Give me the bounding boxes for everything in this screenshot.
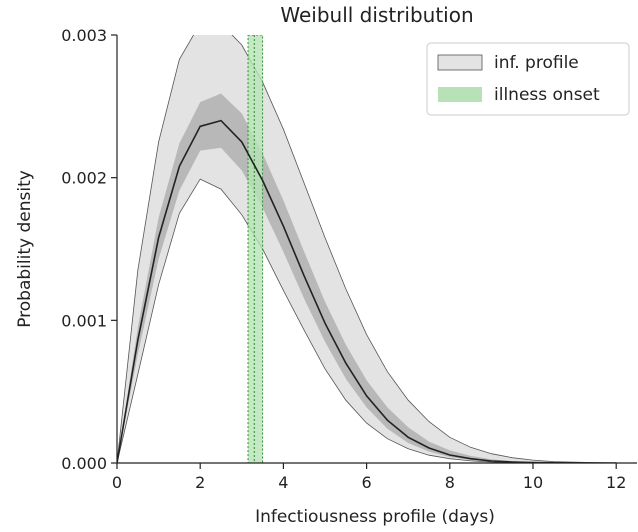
x-tick-label: 0: [112, 473, 122, 492]
x-axis-ticks: 0 2 4 6 8 10 12: [112, 463, 626, 492]
legend-label-illness-onset: illness onset: [494, 85, 600, 105]
inner-credible-band: [117, 93, 617, 463]
y-tick-label: 0.003: [61, 26, 107, 45]
legend-swatch-illness-onset: [438, 87, 482, 102]
x-tick-label: 8: [445, 473, 455, 492]
y-tick-label: 0.002: [61, 169, 107, 188]
y-axis-ticks: 0.000 0.001 0.002 0.003: [61, 26, 117, 473]
x-tick-label: 4: [278, 473, 288, 492]
legend: inf. profile illness onset: [426, 42, 630, 116]
y-tick-label: 0.001: [61, 311, 107, 330]
x-tick-label: 6: [362, 473, 372, 492]
chart-title: Weibull distribution: [280, 3, 473, 27]
y-axis-label: Probability density: [15, 170, 35, 328]
x-axis-label: Infectiousness profile (days): [255, 507, 495, 527]
illness-onset-band: [247, 35, 264, 463]
legend-label-inf-profile: inf. profile: [494, 53, 579, 73]
y-tick-label: 0.000: [61, 454, 107, 473]
legend-swatch-inf-profile: [437, 54, 483, 71]
x-tick-label: 2: [195, 473, 205, 492]
x-tick-label: 10: [523, 473, 543, 492]
x-tick-label: 12: [606, 473, 626, 492]
